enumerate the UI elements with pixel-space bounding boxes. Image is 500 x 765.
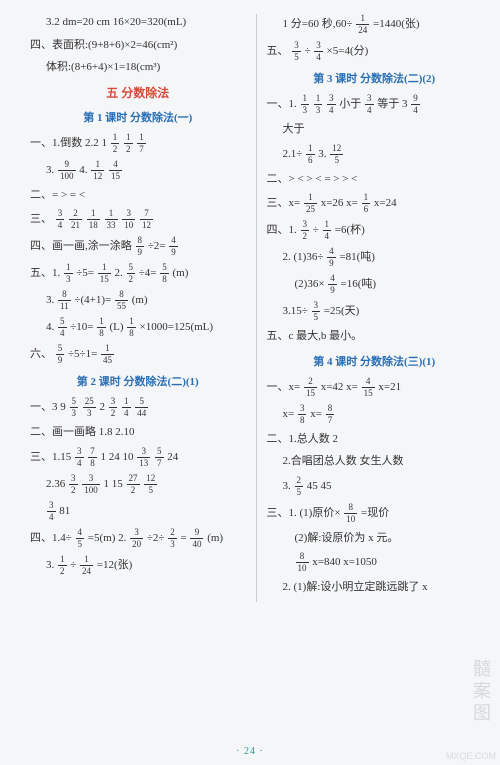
text: 一、3 9 53 253 2 32 14 544 bbox=[30, 397, 246, 418]
text: 3. 811 ÷(4+1)= 855 (m) bbox=[30, 290, 246, 311]
text: 二、> < > < = > > < bbox=[267, 171, 483, 188]
text: 四、1. 32 ÷ 14 =6(杯) bbox=[267, 220, 483, 241]
text: 2.36 32 3100 1 15 272 125 bbox=[30, 474, 246, 495]
text: 1 分=60 秒,60÷ 124 =1440(张) bbox=[267, 14, 483, 35]
text: 2.1÷ 16 3. 125 bbox=[267, 144, 483, 165]
text: 五、1. 13 ÷5= 115 2. 52 ÷4= 58 (m) bbox=[30, 263, 246, 284]
text: 2. (1)36÷ 49 =81(吨) bbox=[267, 247, 483, 268]
lesson-heading: 第 4 课时 分数除法(三)(1) bbox=[267, 353, 483, 369]
text: 3. 12 ÷ 124 =12(张) bbox=[30, 555, 246, 576]
text: 一、1. 13 13 34 小于 34 等于 3 94 bbox=[267, 94, 483, 115]
text: 大于 bbox=[267, 121, 483, 138]
lesson-heading: 第 3 课时 分数除法(二)(2) bbox=[267, 70, 483, 86]
text: 三、x= 125 x=26 x= 16 x=24 bbox=[267, 193, 483, 214]
text: 3. 25 45 45 bbox=[267, 476, 483, 497]
text: 四、1.4÷ 45 =5(m) 2. 320 ÷2÷ 23 = 940 (m) bbox=[30, 528, 246, 549]
text: 2. (1)解:设小明立定跳远跳了 x bbox=[267, 579, 483, 596]
right-column: 1 分=60 秒,60÷ 124 =1440(张) 五、 35 ÷ 34 ×5=… bbox=[257, 14, 483, 602]
text: 三、1. (1)原价× 810 =现价 bbox=[267, 503, 483, 524]
text: 二、= > = < bbox=[30, 187, 246, 204]
text: 四、画一画,涂一涂略 89 ÷2= 49 bbox=[30, 236, 246, 257]
text: (2)解:设原价为 x 元。 bbox=[267, 530, 483, 547]
text: 34 81 bbox=[30, 501, 246, 522]
text: 二、画一画略 1.8 2.10 bbox=[30, 424, 246, 441]
text: 一、x= 215 x=42 x= 415 x=21 bbox=[267, 377, 483, 398]
text: 3. 9100 4. 112 415 bbox=[30, 160, 246, 181]
text: 2.合唱团总人数 女生人数 bbox=[267, 453, 483, 470]
section-heading: 五 分数除法 bbox=[30, 84, 246, 101]
text: 3.2 dm=20 cm 16×20=320(mL) bbox=[30, 14, 246, 31]
text: 三、1.15 34 78 1 24 10 313 57 24 bbox=[30, 447, 246, 468]
text: 二、1.总人数 2 bbox=[267, 431, 483, 448]
text: 810 x=840 x=1050 bbox=[267, 552, 483, 573]
text: 3.15÷ 35 =25(天) bbox=[267, 301, 483, 322]
text: 五、 35 ÷ 34 ×5=4(分) bbox=[267, 41, 483, 62]
text: (2)36× 49 =16(吨) bbox=[267, 274, 483, 295]
text: x= 38 x= 87 bbox=[267, 404, 483, 425]
text: 四、表面积:(9+8+6)×2=46(cm²) bbox=[30, 37, 246, 54]
text: 体积:(8+6+4)×1=18(cm³) bbox=[30, 59, 246, 76]
left-column: 3.2 dm=20 cm 16×20=320(mL) 四、表面积:(9+8+6)… bbox=[30, 14, 257, 602]
watermark-url: MXQE.COM bbox=[446, 751, 496, 761]
text: 三、 34 221 118 133 310 712 bbox=[30, 209, 246, 230]
lesson-heading: 第 1 课时 分数除法(一) bbox=[30, 109, 246, 125]
watermark: 髓案图 bbox=[468, 659, 494, 725]
lesson-heading: 第 2 课时 分数除法(二)(1) bbox=[30, 373, 246, 389]
page-number: · 24 · bbox=[0, 746, 500, 757]
text: 一、1.倒数 2.2 1 12 12 17 bbox=[30, 133, 246, 154]
text: 五、c 最大,b 最小。 bbox=[267, 328, 483, 345]
text: 4. 54 ÷10= 18 (L) 18 ×1000=125(mL) bbox=[30, 317, 246, 338]
text: 六、 59 ÷5÷1= 145 bbox=[30, 344, 246, 365]
